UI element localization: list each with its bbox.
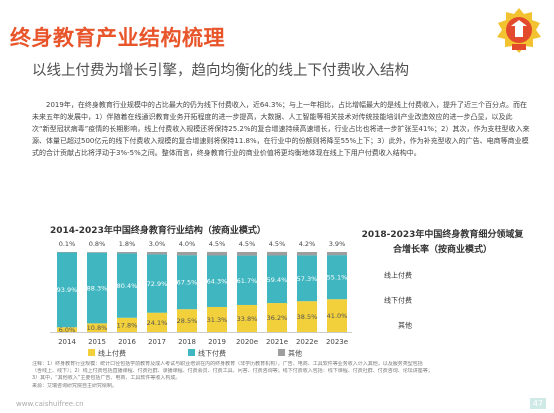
label-online: 33.8%: [237, 315, 258, 323]
bar-offline: [57, 252, 77, 328]
label-other: 3.9%: [329, 240, 346, 248]
footnote-line: 来源：艾瑞咨询研究院自主研究绘制。: [32, 382, 118, 389]
page-number: 47: [529, 398, 546, 409]
label-offline: 59.4%: [267, 276, 288, 284]
bar-offline: [117, 253, 137, 318]
x-tick-label: 2016: [118, 338, 136, 346]
page-title: 终身教育产业结构梳理: [10, 26, 225, 50]
bar-offline: [267, 255, 287, 304]
x-tick-label: 2014: [58, 338, 76, 346]
legend-label: 其他: [288, 349, 302, 358]
bar-other: [87, 252, 107, 253]
logo-ribbon: [512, 44, 526, 50]
bar-online: [177, 309, 197, 332]
bar-online: [207, 306, 227, 332]
x-tick-label: 2020e: [236, 338, 258, 346]
label-other: 4.2%: [299, 240, 316, 248]
bar-offline: [297, 255, 317, 302]
label-offline: 61.7%: [237, 277, 258, 285]
label-other: 4.5%: [269, 240, 286, 248]
x-tick-label: 2018: [178, 338, 196, 346]
label-online: 28.5%: [177, 317, 198, 325]
bar-offline: [327, 255, 347, 300]
bar-offline: [147, 254, 167, 313]
legend-swatch: [278, 349, 285, 356]
bar-online: [237, 304, 257, 332]
label-online: 31.3%: [207, 316, 228, 324]
label-offline: 72.9%: [147, 280, 168, 288]
label-offline: 80.4%: [117, 282, 138, 290]
x-tick-label: 2015: [88, 338, 106, 346]
logo-mark: [511, 20, 527, 37]
label-online: 10.8%: [87, 324, 108, 332]
label-online: 41.0%: [327, 312, 348, 320]
right-chart-title: 2018-2023年中国终身教育细分领域复合增长率（按商业模式）: [361, 230, 524, 255]
x-tick-label: 2023e: [326, 338, 348, 346]
footer-url: www.caishuifree.cn: [16, 400, 84, 408]
label-offline: 64.3%: [207, 278, 228, 286]
footnotes: 注释：1）终身教育行业规模：统计口径包括学前教育及成人考试与职业培训在内的终身教…: [32, 361, 532, 390]
label-other: 4.5%: [239, 240, 256, 248]
x-tick-label: 2019: [208, 338, 226, 346]
label-offline: 57.3%: [297, 275, 318, 283]
label-online: 36.2%: [267, 314, 288, 322]
legend-label: 线下付费: [198, 349, 226, 358]
stacked-bar-chart: 6.0% 93.9% 0.1% 2014 10.8% 88.3% 0.8% 2015 17.8%…: [50, 240, 352, 358]
label-online: 6.0%: [59, 326, 76, 334]
label-offline: 67.5%: [177, 279, 198, 287]
bar-online: [267, 303, 287, 332]
bar-online: [87, 323, 107, 332]
bar-offline: [207, 255, 227, 307]
footnote-line: 3）其中，“其他收入”主要包括广告、电商、工具软件等收入构成。: [32, 375, 181, 382]
x-tick-label: 2022e: [296, 338, 318, 346]
footnote-line: 注释：1）终身教育行业规模：统计口径包括学前教育及成人考试与职业培训在内的终身教…: [32, 361, 423, 367]
label-other: 0.8%: [89, 240, 106, 248]
x-tick-label: 2017: [148, 338, 166, 346]
bar-offline: [237, 255, 257, 305]
left-chart-title: 2014-2023年中国终身教育行业结构（按商业模式）: [50, 226, 266, 236]
label-online: 24.1%: [147, 319, 168, 327]
label-other: 1.8%: [119, 240, 136, 248]
body-text: 2019年，在终身教育行业规模中的占比最大的仍为线下付费收入，近64.3%；与上…: [32, 101, 530, 157]
bar-other: [207, 251, 227, 256]
bar-online: [147, 312, 167, 332]
bar-other: [177, 252, 197, 256]
label-offline: 55.1%: [327, 274, 348, 282]
category-label: 线上付费: [384, 271, 412, 280]
bar-offline: [87, 252, 107, 324]
label-other: 0.1%: [59, 240, 76, 248]
logo-icon: [497, 8, 541, 53]
label-other: 3.0%: [149, 240, 166, 248]
category-label: 线下付费: [384, 296, 412, 305]
bar-online: [297, 301, 317, 332]
bar-other: [297, 252, 317, 256]
legend-swatch: [88, 349, 95, 356]
bar-online: [327, 299, 347, 332]
bar-other: [327, 252, 347, 256]
bar-other: [117, 252, 137, 254]
label-online: 38.5%: [297, 313, 318, 321]
label-other: 4.5%: [209, 240, 226, 248]
page-subtitle: 以线上付费为增长引擎，趋向均衡化的线上下付费收入结构: [32, 63, 409, 79]
label-online: 17.8%: [117, 321, 138, 329]
label-offline: 93.9%: [57, 286, 78, 294]
bar-other: [57, 252, 77, 253]
bar-online: [117, 317, 137, 332]
footnote-line: （含线上、线下）；2）线上付费包括直播课程、付费社群、录播课程、付费会员、付费工…: [32, 368, 433, 375]
body-paragraph: 2019年，在终身教育行业规模中的占比最大的仍为线下付费收入，近64.3%；与上…: [32, 99, 530, 159]
category-label: 其他: [398, 321, 412, 330]
legend-swatch: [188, 349, 195, 356]
bar-offline: [177, 255, 197, 310]
label-offline: 88.3%: [87, 285, 108, 293]
bar-other: [267, 251, 287, 256]
legend-label: 线上付费: [98, 349, 126, 358]
x-tick-label: 2021e: [266, 338, 288, 346]
bar-other: [147, 252, 167, 255]
bar-online: [57, 327, 77, 332]
label-other: 4.0%: [179, 240, 196, 248]
bar-other: [237, 252, 257, 256]
